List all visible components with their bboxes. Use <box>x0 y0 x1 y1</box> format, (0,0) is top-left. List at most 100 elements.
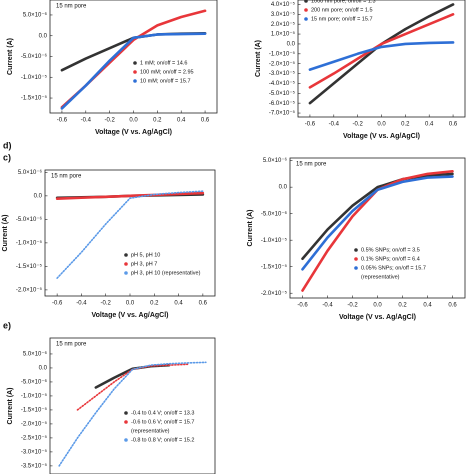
legend-marker <box>354 248 358 252</box>
plot-frame <box>44 169 216 297</box>
y-tick-label: 0.0 <box>34 193 43 199</box>
y-tick-label: -2.0×10⁻⁵ <box>261 290 288 297</box>
y-tick-label: -3.5×10⁻⁵ <box>21 462 48 469</box>
y-axis-label: Current (A) <box>7 38 14 75</box>
legend-label: 0.5% SNPs; on/off = 3.5 <box>361 247 420 253</box>
legend-label: 200 nm pore; on/off = 1.5 <box>311 7 373 13</box>
x-tick-label: 0.4 <box>425 122 434 128</box>
legend-label: -0.8 to 0.8 V; on/off = 15.2 <box>131 437 194 443</box>
panel-title: 15 nm pore <box>51 174 82 180</box>
x-tick-label: 0.2 <box>398 303 407 309</box>
legend-label: pH 5, pH 10 <box>131 252 160 258</box>
x-tick-label: 0.0 <box>126 301 135 307</box>
panel-label: c) <box>3 152 11 162</box>
x-tick-label: -0.4 <box>329 122 340 128</box>
y-tick-label: -1.5×10⁻⁵ <box>261 263 288 270</box>
x-tick-label: 0.0 <box>377 122 386 128</box>
legend-label: 0.05% SNPs; on/off = 15.7 <box>361 265 426 271</box>
y-tick-label: 2.0×10⁻⁵ <box>271 21 296 28</box>
x-tick-label: -0.2 <box>352 122 363 128</box>
legend-marker <box>304 0 308 3</box>
legend-marker <box>304 17 308 21</box>
y-tick-label: 5.0×10⁻⁶ <box>18 169 43 176</box>
legend-label: 10 mM; on/off = 15.7 <box>140 78 191 84</box>
plot-frame <box>49 337 216 474</box>
x-tick-label: -0.2 <box>104 118 115 124</box>
y-tick-label: -2.0×10⁻⁵ <box>16 286 43 293</box>
y-tick-label: -1.0×10⁻⁵ <box>21 393 48 400</box>
y-tick-label: -7.0×10⁻⁵ <box>269 110 296 117</box>
y-tick-label: -5.0×10⁻⁶ <box>261 210 288 217</box>
y-tick-label: -1.0×10⁻⁵ <box>261 237 288 244</box>
legend-label: pH 3, pH 7 <box>131 261 157 267</box>
x-axis-label: Voltage (V vs. Ag/AgCl) <box>95 129 172 136</box>
legend-marker <box>133 79 137 83</box>
legend-marker <box>124 271 128 275</box>
y-axis-label: Current (A) <box>2 215 9 252</box>
series-line <box>58 361 207 467</box>
series-line <box>94 363 171 389</box>
y-tick-label: -5.0×10⁻⁵ <box>269 90 296 97</box>
y-tick-label: -5.0×10⁻⁶ <box>16 216 43 223</box>
legend-label: 1000 nm pore; on/off = 1.3 <box>311 0 376 4</box>
x-tick-label: -0.2 <box>347 303 358 309</box>
series-line <box>308 41 455 71</box>
legend-label: -0.6 to 0.6 V; on/off = 15.7 <box>131 419 194 425</box>
y-tick-label: 5.0×10⁻⁶ <box>263 157 288 164</box>
legend-marker <box>124 420 128 424</box>
legend-label: pH 3, pH 10 (representative) <box>131 270 201 276</box>
panel-title: 15 nm pore <box>56 4 87 10</box>
series-line <box>76 363 189 411</box>
x-tick-label: -0.6 <box>305 122 316 128</box>
y-tick-label: -1.5×10⁻⁵ <box>16 263 43 270</box>
legend-label: 0.1% SNPs; on/off = 6.4 <box>361 256 420 262</box>
y-axis-label: Current (A) <box>247 210 254 247</box>
x-tick-label: 0.4 <box>423 303 432 309</box>
y-tick-label: 0.0 <box>39 33 48 39</box>
y-axis-label: Current (A) <box>7 388 14 425</box>
y-tick-label: -1.5×10⁻⁵ <box>21 406 48 413</box>
legend-marker <box>304 8 308 12</box>
y-tick-label: -2.0×10⁻⁵ <box>269 60 296 67</box>
y-tick-label: -4.0×10⁻⁵ <box>269 80 296 87</box>
y-tick-label: 0.0 <box>39 366 48 372</box>
legend-marker <box>133 70 137 74</box>
x-tick-label: 0.2 <box>150 301 159 307</box>
x-tick-label: -0.4 <box>76 301 87 307</box>
panel-title: 15 nm pore <box>56 342 87 348</box>
legend-note: (representative) <box>361 274 400 280</box>
legend-marker <box>354 257 358 261</box>
legend-marker <box>124 262 128 266</box>
series-line <box>56 190 204 279</box>
y-tick-label: -1.0×10⁻⁵ <box>16 239 43 246</box>
x-tick-label: -0.2 <box>101 301 112 307</box>
x-tick-label: 0.4 <box>177 118 186 124</box>
x-tick-label: 0.2 <box>401 122 410 128</box>
legend-marker <box>354 266 358 270</box>
y-tick-label: -3.0×10⁻⁵ <box>269 70 296 77</box>
x-tick-label: 0.0 <box>129 118 138 124</box>
series-line <box>301 175 454 271</box>
legend-marker <box>124 438 128 442</box>
y-tick-label: 0.0 <box>287 42 296 48</box>
legend-note: (representative) <box>131 428 170 434</box>
y-tick-label: -2.0×10⁻⁵ <box>21 420 48 427</box>
x-tick-label: -0.4 <box>322 303 333 309</box>
series-line <box>308 13 455 89</box>
y-tick-label: 3.0×10⁻⁵ <box>271 11 296 18</box>
x-tick-label: 0.6 <box>448 303 457 309</box>
x-tick-label: 0.6 <box>199 301 208 307</box>
y-tick-label: 5.0×10⁻⁶ <box>23 351 48 358</box>
legend-label: 100 mM; on/off = 2.95 <box>140 69 194 75</box>
x-tick-label: -0.6 <box>52 301 63 307</box>
series-line <box>55 191 205 200</box>
x-tick-label: 0.6 <box>449 122 458 128</box>
y-tick-label: 5.0×10⁻⁶ <box>23 12 48 19</box>
x-axis-label: Voltage (V vs. Ag/AgCl) <box>91 312 168 319</box>
legend-marker <box>124 253 128 257</box>
y-tick-label: -5.0×10⁻⁶ <box>21 379 48 386</box>
legend-marker <box>133 61 137 65</box>
y-tick-label: -3.0×10⁻⁵ <box>21 448 48 455</box>
legend-marker <box>124 411 128 415</box>
